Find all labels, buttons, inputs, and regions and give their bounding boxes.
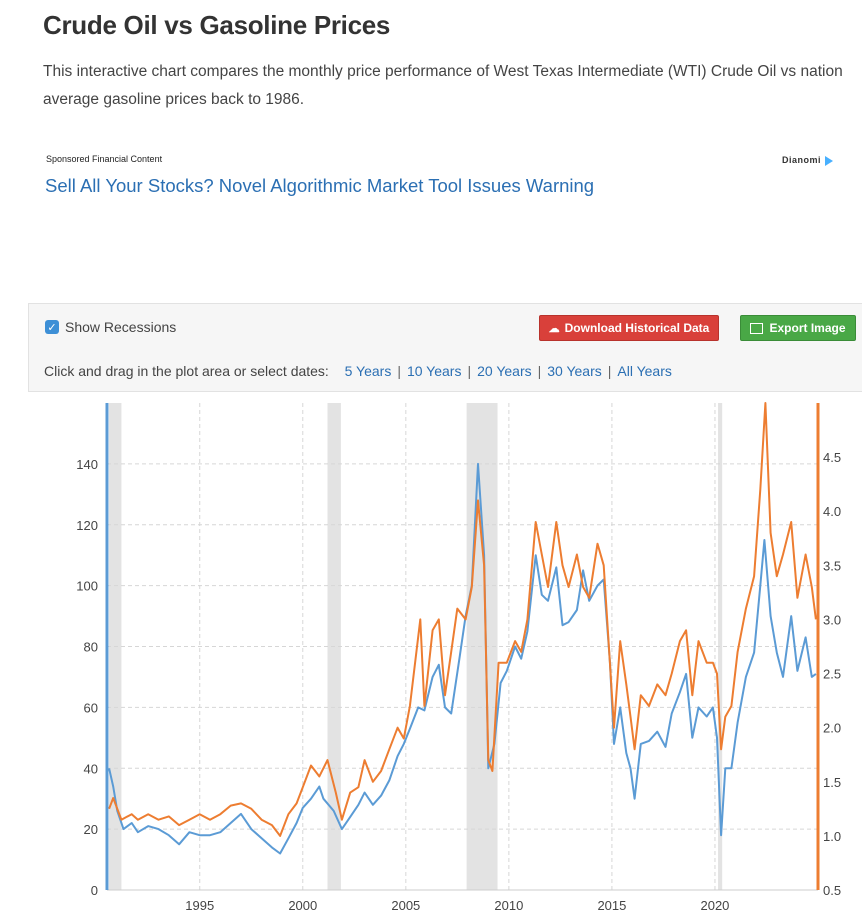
range-20-years[interactable]: 20 Years xyxy=(477,363,532,379)
dianomi-brand: Dianomi xyxy=(782,155,822,165)
range-30-years[interactable]: 30 Years xyxy=(547,363,602,379)
download-historical-data-button[interactable]: ☁ Download Historical Data xyxy=(539,315,719,341)
export-image-button[interactable]: Export Image xyxy=(740,315,856,341)
left-axis-tick-label: 100 xyxy=(76,579,98,594)
right-axis-tick-label: 3.0 xyxy=(823,612,841,627)
right-axis-tick-label: 4.0 xyxy=(823,504,841,519)
price-chart[interactable]: 0 20 40 60 80 100 120 140 0.5 1.0 1.5 2.0 2.5 3.0 3.5 4… xyxy=(0,395,862,919)
right-axis-tick-label: 1.5 xyxy=(823,775,841,790)
range-5-years[interactable]: 5 Years xyxy=(344,363,392,379)
x-axis-tick-label: 1995 xyxy=(185,898,214,913)
range-all-years[interactable]: All Years xyxy=(617,363,672,379)
download-button-label: Download Historical Data xyxy=(564,321,710,335)
left-axis-tick-label: 80 xyxy=(84,640,98,655)
recession-band xyxy=(718,403,723,890)
image-icon xyxy=(750,322,764,334)
x-axis-tick-label: 2010 xyxy=(494,898,523,913)
left-axis-tick-label: 60 xyxy=(84,700,98,715)
intro-text: This interactive chart compares the mont… xyxy=(43,58,862,114)
crude-oil-series-line xyxy=(108,462,817,855)
sponsored-label: Sponsored Financial Content xyxy=(46,154,163,164)
x-axis-tick-label: 2000 xyxy=(288,898,317,913)
show-recessions-label: Show Recessions xyxy=(65,319,177,335)
export-button-label: Export Image xyxy=(769,321,846,335)
intro-line-1: This interactive chart compares the mont… xyxy=(43,63,843,80)
right-axis-tick-label: 0.5 xyxy=(823,883,841,898)
checkbox-checked-icon[interactable]: ✓ xyxy=(45,320,59,334)
left-axis-tick-label: 20 xyxy=(84,822,98,837)
chart-toolbar: ✓ Show Recessions ☁ Download Historical … xyxy=(28,303,862,392)
intro-line-2: average gasoline prices back to 1986. xyxy=(43,91,305,108)
download-cloud-icon: ☁ xyxy=(548,322,560,335)
range-10-years[interactable]: 10 Years xyxy=(406,363,462,379)
date-prompt: Click and drag in the plot area or selec… xyxy=(44,363,329,379)
right-axis-tick-label: 1.0 xyxy=(823,829,841,844)
show-recessions-toggle[interactable]: ✓ Show Recessions xyxy=(45,319,176,335)
x-axis-tick-label: 2005 xyxy=(391,898,420,913)
left-axis-tick-label: 40 xyxy=(84,761,98,776)
right-axis-tick-label: 2.0 xyxy=(823,721,841,736)
left-axis-tick-label: 140 xyxy=(76,457,98,472)
play-icon xyxy=(825,155,834,166)
ad-headline-link[interactable]: Sell All Your Stocks? Novel Algorithmic … xyxy=(45,175,595,196)
right-axis-tick-label: 4.5 xyxy=(823,450,841,465)
right-axis-tick-label: 3.5 xyxy=(823,558,841,573)
left-axis-tick-label: 0 xyxy=(91,883,98,898)
gasoline-series-line xyxy=(108,402,817,837)
left-axis-tick-label: 120 xyxy=(76,518,98,533)
x-axis-tick-label: 2020 xyxy=(700,898,729,913)
page-title: Crude Oil vs Gasoline Prices xyxy=(43,10,391,40)
right-axis-tick-label: 2.5 xyxy=(823,667,841,682)
date-range-selector: Click and drag in the plot area or selec… xyxy=(44,363,672,379)
dianomi-logo[interactable]: Dianomi xyxy=(782,155,834,166)
x-axis-tick-label: 2015 xyxy=(597,898,626,913)
